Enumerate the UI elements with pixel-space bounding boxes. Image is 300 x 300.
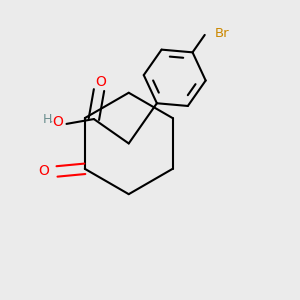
Text: O: O [52,115,63,129]
Text: H: H [43,113,52,127]
Text: O: O [38,164,50,178]
Text: O: O [95,75,106,89]
Text: Br: Br [215,27,230,40]
